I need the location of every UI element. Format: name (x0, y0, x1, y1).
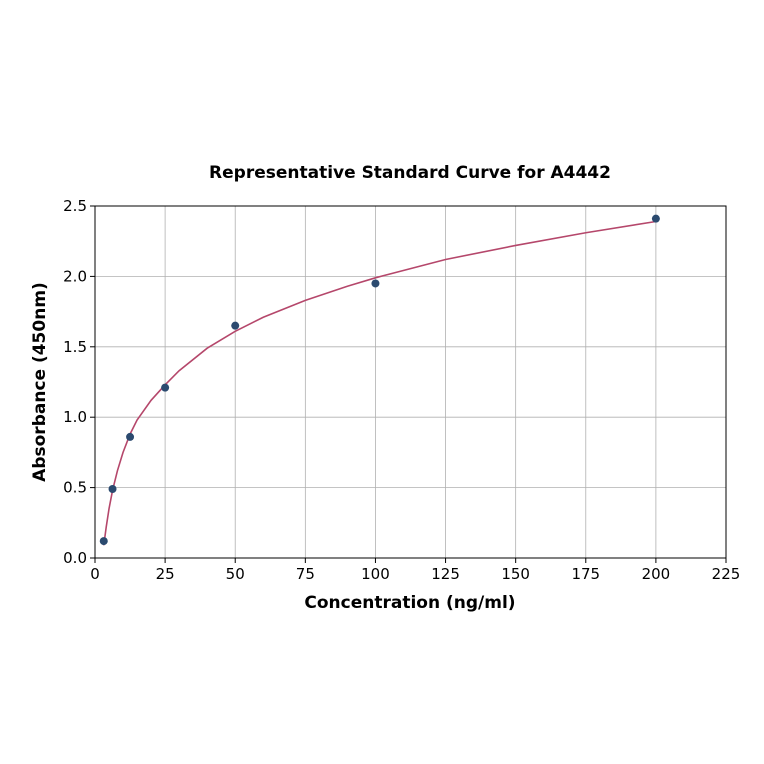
x-axis-ticks: 0 25 50 75 100 125 150 175 200 225 (90, 558, 740, 583)
x-tick-label: 75 (296, 565, 315, 583)
data-point (231, 321, 240, 330)
x-tick-label: 175 (571, 565, 600, 583)
chart-title: Representative Standard Curve for A4442 (209, 163, 611, 183)
fit-curve-line (102, 220, 657, 546)
x-tick-label: 125 (431, 565, 460, 583)
y-axis-ticks: 0.0 0.5 1.0 1.5 2.0 2.5 (63, 197, 95, 567)
x-tick-label: 50 (226, 565, 245, 583)
y-axis-label: Absorbance (450nm) (30, 282, 50, 482)
data-point (108, 485, 117, 494)
data-points-layer (99, 214, 660, 546)
y-tick-label: 0.5 (63, 479, 87, 497)
y-tick-label: 2.0 (63, 267, 87, 285)
data-point (99, 537, 108, 546)
y-tick-label: 0.0 (63, 549, 87, 567)
fit-curve-layer (102, 220, 657, 546)
x-tick-label: 100 (361, 565, 390, 583)
data-point (161, 383, 170, 392)
y-tick-label: 1.5 (63, 338, 87, 356)
x-tick-label: 0 (90, 565, 100, 583)
x-tick-label: 200 (642, 565, 671, 583)
data-point (651, 214, 660, 223)
y-tick-label: 1.0 (63, 408, 87, 426)
grid-layer (94, 205, 727, 559)
data-point (371, 279, 380, 288)
y-tick-label: 2.5 (63, 197, 87, 215)
x-tick-label: 225 (712, 565, 741, 583)
data-point (126, 432, 135, 441)
x-axis-label: Concentration (ng/ml) (304, 593, 515, 613)
plot-frame (94, 205, 727, 559)
x-tick-label: 25 (156, 565, 175, 583)
x-tick-label: 150 (501, 565, 530, 583)
